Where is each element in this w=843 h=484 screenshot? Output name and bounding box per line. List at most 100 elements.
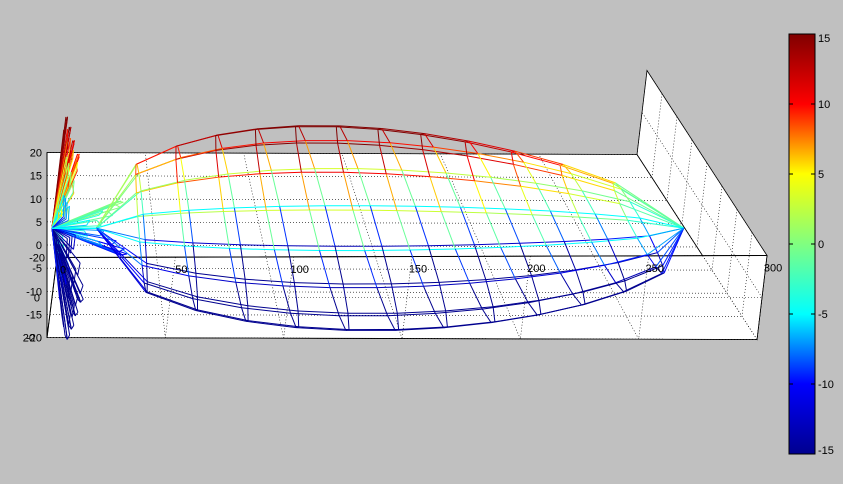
z-tick-label: -20 [26, 333, 42, 345]
main-lobe-meridian [298, 310, 349, 314]
side-lobe-line [51, 219, 90, 229]
main-lobe-meridian [621, 188, 685, 229]
x-tick-label: 300 [764, 263, 782, 275]
main-lobe-meridian [559, 164, 614, 184]
main-lobe-ring [222, 211, 230, 249]
main-lobe-ring [619, 203, 629, 221]
main-lobe-ring [510, 151, 514, 165]
grid-line-side-y [646, 70, 768, 256]
side-lobe-line [51, 194, 65, 229]
main-lobe-meridian [271, 168, 315, 171]
main-lobe-meridian [546, 241, 592, 246]
side-lobe-line [72, 180, 75, 193]
main-lobe-ring [136, 163, 140, 174]
main-lobe-ring [427, 245, 440, 283]
main-lobe-ring [381, 128, 391, 144]
main-lobe-ring [290, 313, 297, 328]
main-lobe-ring [142, 214, 146, 240]
main-lobe-meridian [649, 227, 684, 237]
side-lobe-line [57, 281, 61, 300]
main-lobe-meridian [95, 163, 138, 229]
main-lobe-ring [379, 145, 387, 174]
main-lobe-ring [572, 293, 582, 306]
main-lobe-ring [352, 209, 366, 251]
grid-line-side-z [756, 255, 768, 340]
main-lobe-ring [184, 180, 190, 211]
colorbar-tick-label: -10 [818, 379, 834, 391]
main-lobe-ring [177, 145, 182, 158]
main-lobe-ring [259, 173, 267, 211]
z-tick-label: 20 [30, 148, 42, 160]
main-lobe-meridian [290, 312, 340, 317]
side-lobe-line [61, 314, 65, 328]
side-lobe-line [51, 227, 70, 281]
main-lobe-meridian [259, 171, 302, 175]
colorbar-tick-label: 15 [818, 33, 830, 45]
grid-line-side-z [651, 93, 663, 178]
main-lobe-meridian [511, 151, 561, 166]
main-lobe-meridian [245, 320, 297, 329]
side-lobe-line [77, 299, 82, 303]
main-lobe-meridian [145, 239, 193, 244]
main-lobe-meridian [138, 157, 181, 174]
x-tick-label: 50 [175, 264, 187, 276]
main-lobe-ring [617, 262, 626, 282]
main-lobe-meridian [145, 291, 196, 311]
main-lobe-ring [432, 146, 447, 174]
side-lobe-line [86, 219, 91, 226]
main-lobe-meridian [195, 310, 247, 322]
main-lobe-meridian [443, 322, 492, 329]
main-lobe-ring [466, 155, 475, 181]
main-lobe-meridian [595, 213, 640, 219]
main-lobe-ring [454, 248, 471, 284]
main-lobe-ring [561, 175, 570, 194]
side-lobe-line [51, 227, 67, 261]
main-lobe-ring [387, 315, 396, 331]
main-lobe-meridian [420, 134, 466, 143]
side-lobe-line [73, 234, 76, 250]
main-lobe-meridian [139, 241, 185, 247]
main-lobe-ring [192, 298, 197, 311]
main-lobe-ring [227, 173, 235, 208]
main-lobe-meridian [535, 182, 583, 192]
side-lobe-line [51, 227, 79, 297]
main-lobe-ring [627, 220, 638, 239]
side-lobe-line [67, 237, 71, 258]
grid-line-wall-x [538, 154, 639, 340]
main-lobe-ring [500, 247, 516, 280]
grid-line-wall-z [46, 175, 653, 178]
x-tick-label: 100 [290, 264, 308, 276]
side-lobe-line [70, 236, 73, 254]
side-lobe-line [51, 227, 69, 258]
main-lobe-ring [469, 283, 483, 310]
main-lobe-ring [381, 246, 392, 285]
main-lobe-ring [263, 142, 272, 171]
main-lobe-meridian [296, 327, 346, 331]
main-lobe-ring [549, 210, 565, 242]
y-tick-label: 0 [34, 293, 40, 305]
main-lobe-meridian [234, 205, 280, 209]
colorbar-tick-label: -15 [818, 445, 834, 457]
grid-line-side-y [636, 154, 758, 340]
main-lobe-ring [339, 125, 348, 141]
main-lobe-meridian [240, 244, 288, 247]
main-lobe-ring [459, 207, 475, 245]
main-lobe-meridian [655, 227, 685, 268]
y-tick-label: 20 [23, 333, 35, 345]
main-lobe-ring [438, 282, 447, 312]
main-lobe-meridian [532, 214, 580, 218]
main-lobe-ring [396, 313, 400, 330]
side-lobe-line [77, 153, 80, 157]
main-lobe-ring [563, 241, 577, 271]
side-lobe-line [69, 171, 72, 187]
main-lobe-meridian [401, 169, 447, 174]
main-lobe-ring [578, 216, 593, 243]
main-lobe-ring [369, 205, 383, 247]
grid-line-side-z [711, 186, 723, 271]
main-lobe-meridian [235, 281, 283, 287]
axes-grid [46, 70, 768, 340]
main-lobe-meridian [381, 245, 429, 247]
main-lobe-meridian [370, 205, 416, 207]
main-lobe-ring [535, 182, 551, 212]
main-lobe-meridian [192, 298, 242, 309]
